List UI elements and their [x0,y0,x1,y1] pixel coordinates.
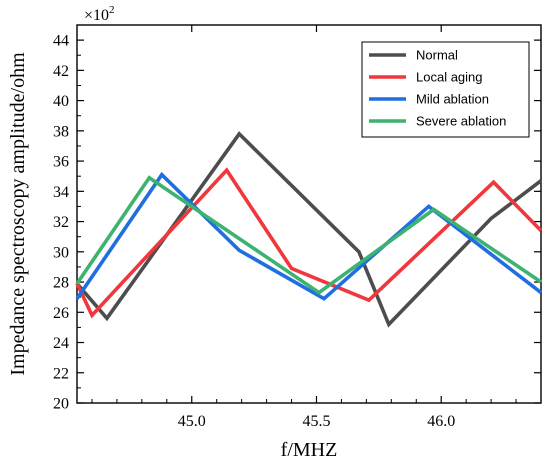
series-line-local-aging [75,167,543,319]
y-tick-label: 28 [53,275,69,292]
y-multiplier: ×102 [84,4,115,24]
series-line-normal [75,131,543,328]
x-tick-label: 46.0 [427,413,455,430]
y-tick-label: 30 [53,244,69,261]
x-tick-label: 45.5 [302,413,330,430]
x-tick-label: 45.0 [178,413,206,430]
y-tick-label: 20 [53,396,69,413]
y-tick-label: 36 [53,154,69,171]
x-axis-title: f/MHZ [281,439,338,461]
y-axis-title: Impedance spectroscopy amplitude/ohm [7,52,29,376]
y-tick-label: 44 [53,33,69,50]
tick-labels: 20 22 24 26 28 30 32 34 36 38 40 42 44 45.0 45.5 46.0 [53,33,455,430]
y-tick-label: 24 [53,335,69,352]
y-tick-label: 40 [53,93,69,110]
y-tick-label: 42 [53,63,69,80]
y-tick-label: 34 [53,184,69,201]
legend-label-severe-ablation: Severe ablation [416,114,506,129]
y-tick-label: 38 [53,123,69,140]
legend-label-normal: Normal [416,48,458,63]
tick-marks [77,25,541,404]
legend: Normal Local aging Mild ablation Severe abl… [361,41,530,138]
series-line-severe-ablation [75,175,543,295]
series-lines [75,131,543,328]
y-tick-label: 32 [53,214,69,231]
y-tick-label: 26 [53,305,69,322]
legend-label-mild-ablation: Mild ablation [416,92,489,107]
legend-label-local-aging: Local aging [416,70,483,85]
plot-frame [76,24,542,404]
y-tick-label: 22 [53,365,69,382]
